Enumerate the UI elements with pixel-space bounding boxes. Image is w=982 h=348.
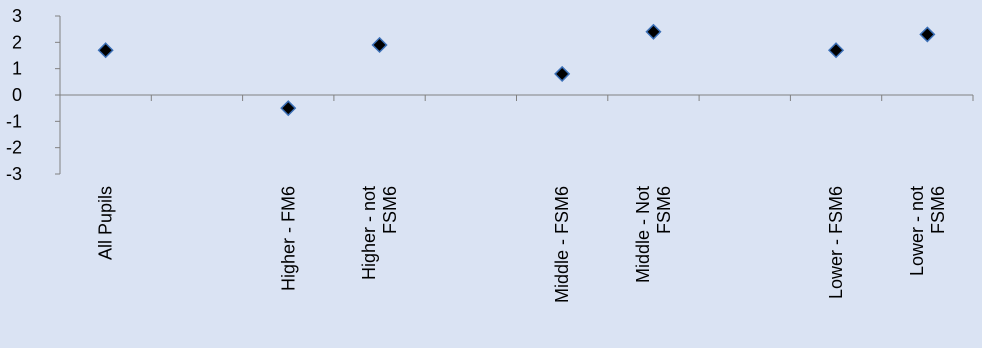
y-tick-label: 1: [12, 59, 22, 79]
x-category-label-line: Higher - not: [359, 186, 379, 280]
x-category-label-line: Middle - FSM6: [552, 186, 572, 303]
x-category-label-line: All Pupils: [96, 186, 116, 260]
y-tick-label: 2: [12, 32, 22, 52]
y-tick-labels: 3 2 1 0 -1 -2 -3: [6, 6, 22, 184]
data-point: [919, 26, 936, 43]
y-tick-label: 0: [12, 85, 22, 105]
x-category-label-line: FSM6: [928, 186, 948, 234]
axes: [55, 15, 974, 175]
y-tick-label: -3: [6, 164, 22, 184]
data-point: [554, 65, 571, 82]
x-category-label: All Pupils: [96, 186, 116, 260]
x-category-label: Lower - FSM6: [826, 186, 846, 299]
x-category-label-line: Higher - FM6: [278, 186, 298, 291]
x-category-label: Higher - not FSM6: [359, 186, 400, 280]
x-category-label: Middle - FSM6: [552, 186, 572, 303]
data-point: [97, 42, 114, 59]
data-point: [827, 42, 845, 59]
data-point: [645, 23, 662, 40]
data-point: [371, 36, 388, 54]
y-tick-label: -2: [6, 138, 22, 158]
x-category-label-line: FSM6: [380, 186, 400, 234]
data-points: [97, 23, 936, 117]
x-category-label: Lower - not FSM6: [907, 186, 948, 276]
data-point: [280, 100, 297, 117]
x-category-labels: All Pupils Higher - FM6 Higher - not FSM6 Mi…: [96, 186, 948, 303]
x-category-label-line: Middle - Not: [633, 186, 653, 283]
y-tick-label: 3: [12, 6, 22, 26]
x-category-label-line: Lower - FSM6: [826, 186, 846, 299]
x-category-label: Higher - FM6: [278, 186, 298, 291]
y-tick-label: -1: [6, 111, 22, 131]
x-category-label: Middle - Not FSM6: [633, 186, 674, 283]
x-category-label-line: FSM6: [654, 186, 674, 234]
x-category-label-line: Lower - not: [907, 186, 927, 276]
